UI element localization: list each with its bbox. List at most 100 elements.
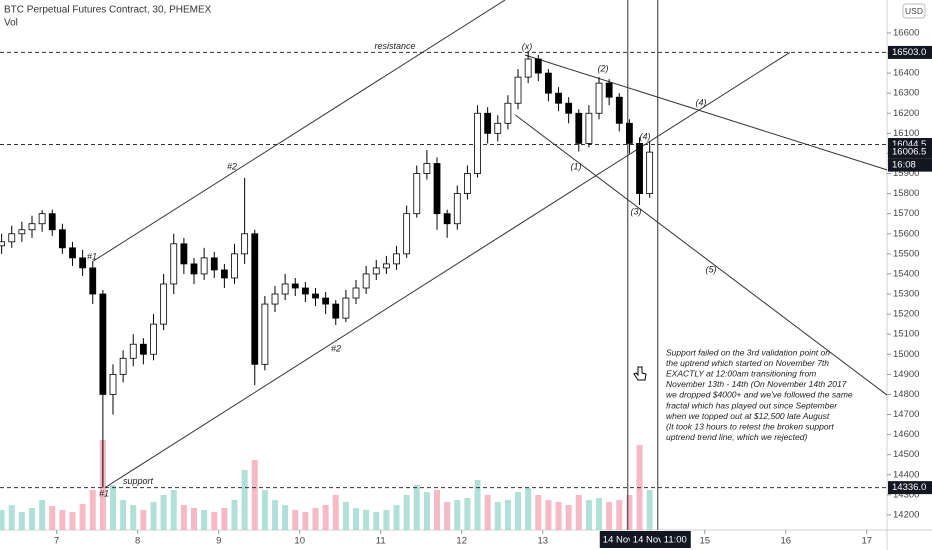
volume-bar [251, 460, 258, 530]
candle-body [474, 112, 481, 174]
candle-body [170, 243, 178, 285]
volume-bar [28, 508, 35, 530]
candle-body [281, 283, 289, 295]
currency: USD [905, 6, 923, 16]
volume-bar [8, 505, 15, 530]
candle-body [423, 163, 431, 174]
candle-body [8, 233, 16, 243]
candle-body [251, 233, 259, 365]
candle-body [585, 112, 593, 144]
volume-bar [423, 492, 430, 530]
candle-body [575, 112, 583, 144]
volume-bar [525, 488, 532, 530]
volume-bar [332, 495, 339, 530]
candle-body [403, 213, 411, 255]
time-label: 14 Nov '20 [603, 535, 648, 546]
candle-body [28, 223, 36, 231]
y-tick-label: 14400 [893, 469, 919, 480]
candle-body [312, 293, 319, 299]
y-tick-label: 14500 [893, 449, 919, 460]
candle-body [291, 283, 299, 289]
volume-bar [211, 512, 218, 530]
volume-bar [545, 500, 552, 530]
price-label: 14336.0 [892, 482, 926, 493]
volume-bar [140, 510, 147, 530]
y-tick-label: 14600 [893, 429, 919, 440]
x-tick-label: 9 [216, 536, 221, 547]
trend-line [514, 114, 888, 396]
volume-bar [282, 505, 289, 530]
volume-bar [626, 495, 633, 530]
volume-bar [434, 490, 441, 530]
volume-bar [454, 500, 461, 530]
volume-bar [515, 492, 522, 530]
volume-bar [272, 500, 279, 530]
wave-label: (5) [706, 264, 717, 274]
chart-title: BTC Perpetual Futures Contract, 30, PHEM… [4, 5, 212, 16]
volume-bar [69, 512, 76, 530]
candle-body [636, 142, 643, 195]
candle-body [332, 303, 340, 319]
candle-body [463, 173, 471, 195]
candle-body [301, 287, 309, 295]
candle-body [180, 243, 188, 265]
volume-bar [464, 498, 471, 530]
candle-body [18, 229, 26, 235]
candle-body [565, 102, 573, 114]
x-tick-label: 12 [456, 536, 467, 547]
candle-body [524, 58, 532, 78]
wave-label: (3) [631, 206, 642, 216]
price-label-bg [888, 481, 932, 495]
volume-bar [150, 502, 157, 530]
candle-body [484, 112, 492, 134]
volume-bar [18, 512, 25, 530]
note-line: uptrend trend line, which we rejected) [666, 432, 807, 442]
x-tick-label: 8 [135, 536, 140, 547]
note-line: EXACTLY at 12:00am transitioning from [666, 368, 816, 378]
price-label: 16503.0 [892, 47, 926, 58]
wave-label: #1 [87, 251, 97, 261]
volume-bar [191, 508, 198, 530]
candle-body [605, 82, 613, 98]
price-label-bg [888, 45, 932, 59]
currency-box[interactable] [902, 3, 926, 19]
volume-bar [39, 500, 46, 530]
volume-bar [616, 500, 623, 530]
volume-bar [504, 500, 511, 530]
volume-bar [49, 506, 56, 530]
x-tick-label: 11 [376, 536, 386, 547]
x-tick-label: 17 [861, 536, 872, 547]
x-tick-label: 16 [780, 536, 791, 547]
volume-bar [170, 490, 177, 530]
volume-bar [444, 502, 451, 530]
candle-body [494, 122, 502, 134]
volume-bar [221, 508, 228, 530]
volume-bar [474, 480, 481, 530]
candle-body [200, 257, 208, 275]
time-label: 14 Nov '20 [633, 535, 678, 546]
y-tick-label: 15400 [893, 268, 919, 279]
note-line: (It took 13 hours to retest the broken s… [666, 421, 834, 431]
volume-bar [494, 502, 501, 530]
note-line: the uptrend which started on November 7t… [666, 358, 829, 368]
trend-line [524, 54, 888, 171]
volume-bar [322, 505, 329, 530]
candle-body [220, 269, 228, 279]
candle-body [626, 122, 633, 144]
candle-body [271, 293, 279, 305]
x-tick-label: 7 [54, 536, 59, 547]
wave-label: (2) [598, 63, 609, 73]
wave-label: (1) [571, 161, 582, 171]
volume-bar [606, 502, 613, 530]
y-tick-label: 15000 [893, 349, 919, 360]
candle-body [58, 229, 66, 249]
wave-label: (4) [640, 131, 651, 141]
volume-bar [393, 505, 400, 530]
note-line: fractal which has played out since Septe… [666, 400, 838, 410]
volume-bar [353, 508, 360, 530]
volume-bar [130, 505, 137, 530]
line-label: support [123, 476, 154, 486]
candle-body [443, 213, 451, 225]
y-tick-label: 14900 [893, 369, 919, 380]
